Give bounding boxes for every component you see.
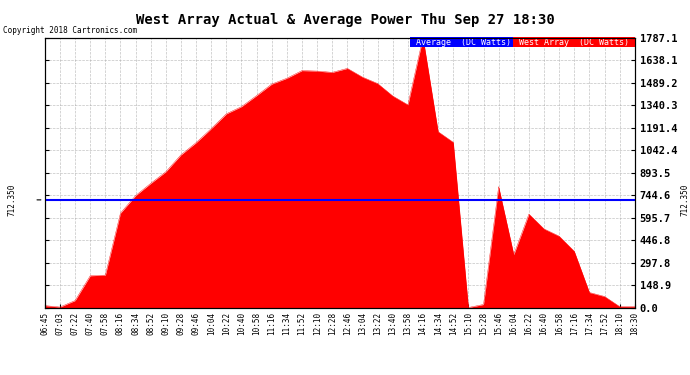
Text: West Array  (DC Watts): West Array (DC Watts) [514,38,634,46]
Text: Copyright 2018 Cartronics.com: Copyright 2018 Cartronics.com [3,26,137,35]
Text: West Array Actual & Average Power Thu Sep 27 18:30: West Array Actual & Average Power Thu Se… [136,13,554,27]
Text: 712.350: 712.350 [680,184,689,216]
Text: 712.350: 712.350 [8,184,17,216]
Text: Average  (DC Watts): Average (DC Watts) [411,38,515,46]
